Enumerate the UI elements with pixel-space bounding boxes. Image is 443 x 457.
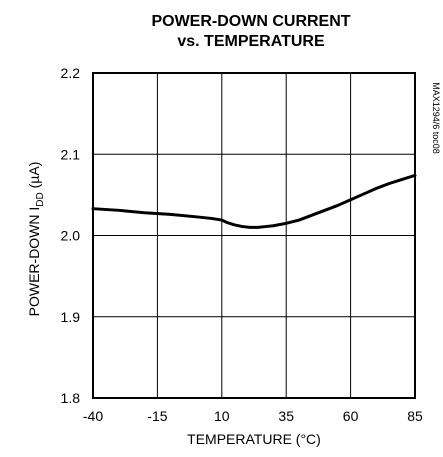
y-tick-label: 2.2 — [61, 65, 81, 81]
x-axis-label: TEMPERATURE (°C) — [187, 431, 321, 447]
y-tick-label: 2.0 — [61, 228, 81, 244]
x-tick-label: -15 — [147, 408, 167, 424]
plot-frame — [92, 72, 416, 399]
y-axis-label-suffix: (µA) — [26, 162, 42, 193]
x-tick-label: 10 — [214, 408, 230, 424]
chart-title-line-2: vs. TEMPERATURE — [177, 33, 325, 50]
y-tick-label: 1.9 — [61, 309, 81, 325]
chart-title-line-1: POWER-DOWN CURRENT — [151, 13, 350, 30]
chart-reference-note: MAX1294/6 toc08 — [431, 82, 441, 154]
power-down-current-line — [91, 173, 417, 229]
y-axis-label: POWER-DOWN IDD (µA) — [26, 162, 46, 317]
x-tick-label: 85 — [407, 408, 423, 424]
y-axis-label-prefix: POWER-DOWN I — [26, 207, 42, 317]
y-tick-label: 1.8 — [61, 390, 81, 406]
y-tick-label: 2.1 — [61, 146, 81, 162]
plot-area: -40 -15 10 35 60 85 1.8 1.9 2.0 2.1 2.2 — [61, 65, 423, 424]
x-tick-label: 35 — [278, 408, 294, 424]
chart-title: POWER-DOWN CURRENT vs. TEMPERATURE — [151, 13, 350, 50]
x-tick-label: 60 — [343, 408, 359, 424]
x-tick-label: -40 — [83, 408, 103, 424]
y-axis-label-subscript: DD — [35, 192, 46, 206]
